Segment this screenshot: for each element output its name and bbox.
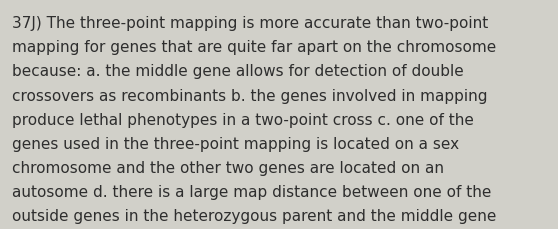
Text: mapping for genes that are quite far apart on the chromosome: mapping for genes that are quite far apa… <box>12 40 497 55</box>
Text: outside genes in the heterozygous parent and the middle gene: outside genes in the heterozygous parent… <box>12 208 497 223</box>
Text: because: a. the middle gene allows for detection of double: because: a. the middle gene allows for d… <box>12 64 464 79</box>
Text: produce lethal phenotypes in a two-point cross c. one of the: produce lethal phenotypes in a two-point… <box>12 112 474 127</box>
Text: autosome d. there is a large map distance between one of the: autosome d. there is a large map distanc… <box>12 184 492 199</box>
Text: crossovers as recombinants b. the genes involved in mapping: crossovers as recombinants b. the genes … <box>12 88 488 103</box>
Text: 37J) The three-point mapping is more accurate than two-point: 37J) The three-point mapping is more acc… <box>12 16 488 31</box>
Text: chromosome and the other two genes are located on an: chromosome and the other two genes are l… <box>12 160 444 175</box>
Text: genes used in the three-point mapping is located on a sex: genes used in the three-point mapping is… <box>12 136 459 151</box>
